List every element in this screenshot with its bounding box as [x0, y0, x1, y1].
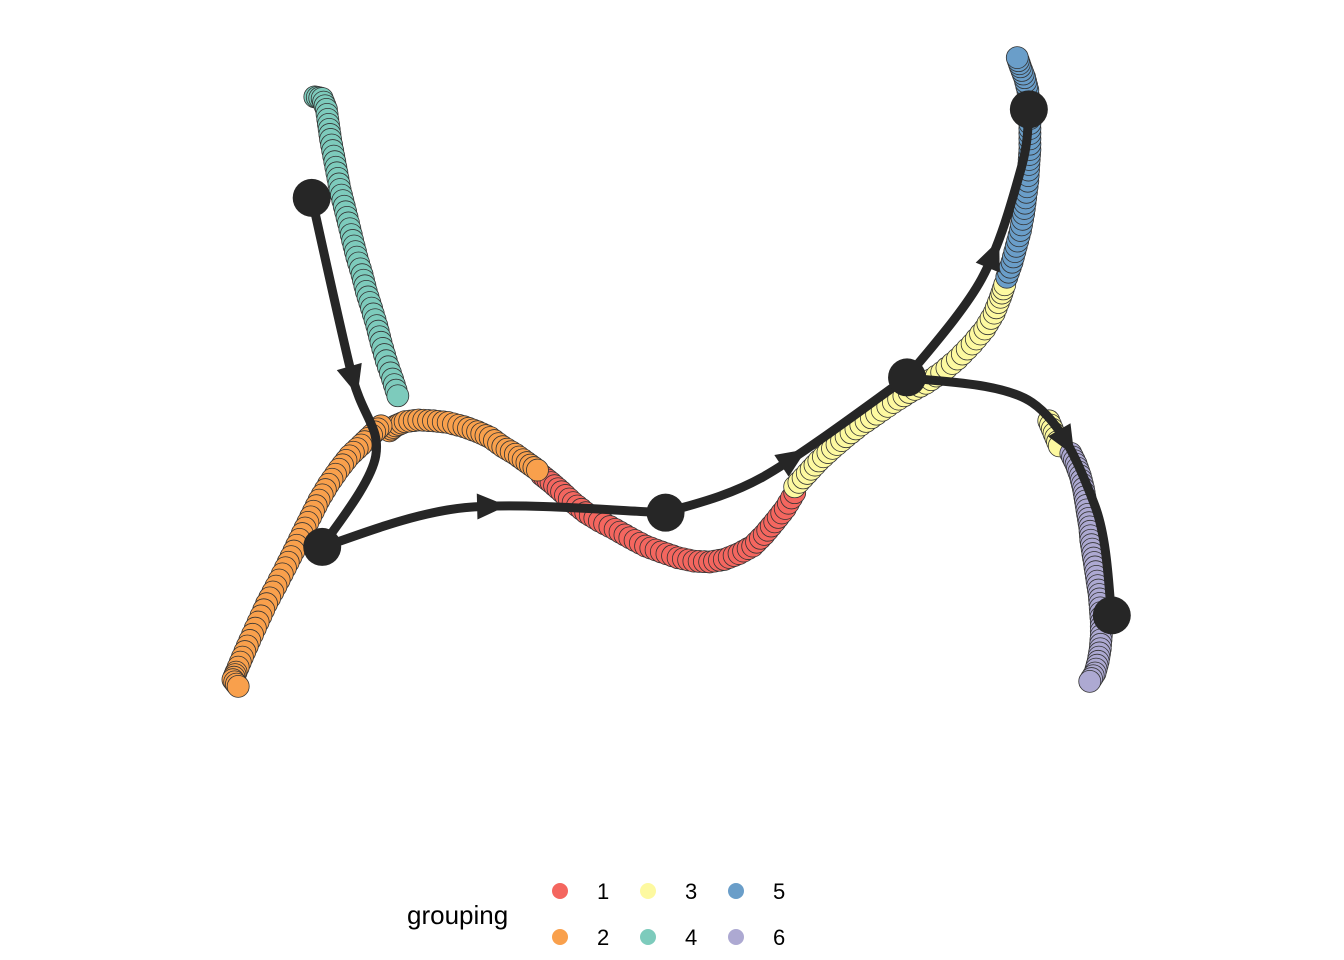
- legend-key: [640, 883, 656, 899]
- legend-label: 2: [597, 925, 609, 950]
- legend-label: 5: [773, 879, 785, 904]
- legend-label: 4: [685, 925, 697, 950]
- legend: grouping 1 2 3 4 5 6: [407, 879, 785, 950]
- legend-item-6: 6: [728, 925, 785, 950]
- legend-item-2: 2: [552, 925, 609, 950]
- data-point: [386, 384, 410, 408]
- legend-item-5: 5: [728, 879, 785, 904]
- trajectory-arrowhead: [336, 362, 362, 396]
- trajectory-edge-A-B: [307, 193, 382, 552]
- legend-key: [552, 883, 568, 899]
- trajectory-arrowhead: [774, 449, 807, 477]
- legend-item-4: 4: [640, 925, 697, 950]
- series-2-points: [221, 408, 549, 698]
- trajectory-node: [888, 358, 927, 397]
- legend-key: [728, 883, 744, 899]
- trajectory-layer: [292, 90, 1131, 635]
- data-point: [226, 674, 250, 698]
- trajectory-arrowhead: [1048, 423, 1075, 456]
- legend-title: grouping: [407, 900, 508, 930]
- data-point: [1005, 46, 1029, 69]
- trajectory-node: [303, 527, 342, 566]
- legend-key: [552, 929, 568, 945]
- series-4-points: [303, 85, 410, 408]
- trajectory-edge-B-C: [317, 501, 671, 552]
- series-1-points: [530, 463, 807, 574]
- trajectory-node: [1092, 596, 1131, 635]
- series-3-points: [783, 273, 1071, 499]
- trajectory-node: [1009, 90, 1048, 129]
- trajectory-arrowhead: [975, 239, 1000, 273]
- trajectory-node: [646, 493, 685, 532]
- legend-label: 1: [597, 879, 609, 904]
- legend-key: [640, 929, 656, 945]
- data-point: [1078, 669, 1102, 693]
- legend-item-1: 1: [552, 879, 609, 904]
- trajectory-edge-C-D: [661, 372, 912, 518]
- trajectory-node: [292, 178, 331, 217]
- cell-points-layer: [221, 46, 1113, 698]
- legend-label: 3: [685, 879, 697, 904]
- trajectory-arrowhead: [476, 493, 508, 520]
- legend-item-3: 3: [640, 879, 697, 904]
- legend-key: [728, 929, 744, 945]
- legend-label: 6: [773, 925, 785, 950]
- data-point: [526, 458, 549, 482]
